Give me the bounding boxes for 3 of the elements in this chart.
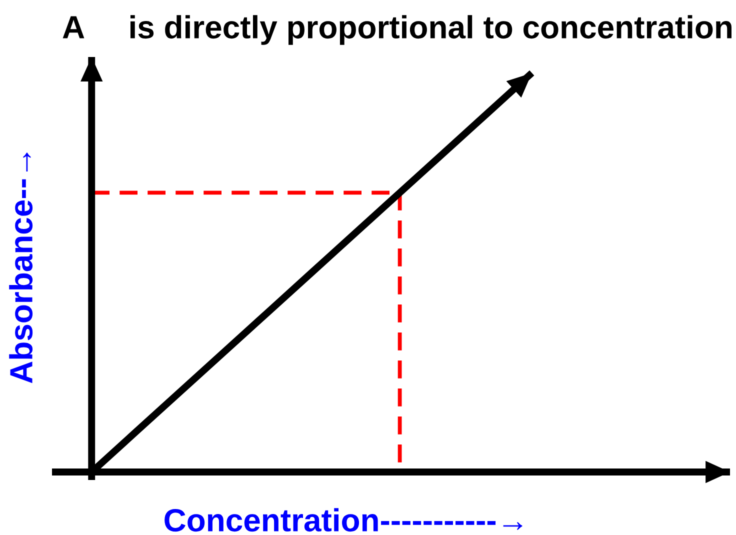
y-axis-title: Absorbance--→: [9, 152, 33, 384]
chart-title: A is directly proportional to concentration: [62, 15, 732, 45]
x-axis-title: Concentration-----------→: [164, 508, 522, 532]
